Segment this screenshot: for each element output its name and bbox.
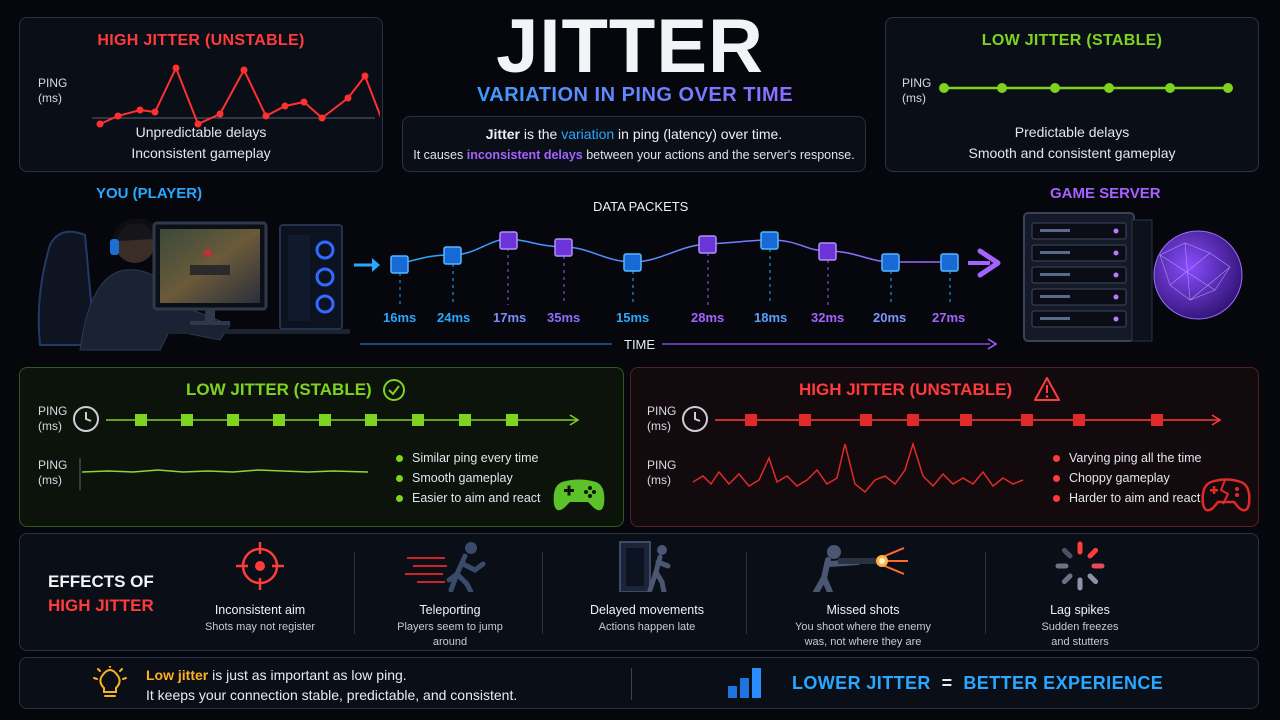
effect-subtitle: Actions happen late	[598, 621, 696, 633]
definition-box: Jitter is the variation in ping (latency…	[402, 116, 866, 172]
effects-panel: EFFECTS OF HIGH JITTER Inconsistent aim …	[19, 533, 1259, 651]
list-item: Similar ping every time	[396, 448, 541, 468]
low-jitter-summary-card: LOW JITTER (STABLE) PING (ms) Predictabl…	[885, 17, 1259, 172]
list-item: Smooth gameplay	[396, 468, 541, 488]
page-subtitle: VARIATION IN PING OVER TIME	[400, 84, 870, 107]
footer-panel: Low jitter is just as important as low p…	[19, 657, 1259, 709]
game-server-illustration	[1023, 212, 1243, 342]
list-item: Easier to aim and react	[396, 488, 541, 508]
ping-value: 16ms	[383, 310, 417, 325]
effect-title: Teleporting	[419, 603, 481, 617]
ping-value: 18ms	[754, 310, 788, 325]
ping-value: 32ms	[811, 310, 845, 325]
axis-label: PING (ms)	[38, 458, 68, 487]
ping-value: 27ms	[932, 310, 966, 325]
crosshair-icon	[236, 542, 284, 590]
effect-item-missed-shots: Missed shots You shoot where the enemy wa…	[778, 540, 948, 650]
definition-line-1: Jitter is the variation in ping (latency…	[485, 126, 783, 142]
clock-icon	[682, 406, 708, 432]
axis-label: PING (ms)	[38, 76, 68, 105]
effect-item-lag-spikes: Lag spikes Sudden freezes and stutters	[1010, 540, 1150, 650]
low-jitter-panel: LOW JITTER (STABLE) PING (ms) PING (ms) Si…	[19, 367, 624, 527]
stable-ping-graph	[79, 458, 369, 490]
panel-title: LOW JITTER (STABLE)	[186, 380, 372, 399]
card-description: Predictable delays Smooth and consistent…	[968, 124, 1176, 161]
gamepad-icon	[553, 479, 605, 511]
signal-bars-icon	[728, 668, 761, 698]
high-jitter-panel: HIGH JITTER (UNSTABLE) PING (ms) PING (ms)…	[630, 367, 1259, 527]
effect-title: Missed shots	[826, 603, 900, 617]
low-jitter-mini-graph	[939, 83, 1233, 93]
clock-icon	[73, 406, 99, 432]
high-jitter-bullets: Varying ping all the time Choppy gamepla…	[1053, 448, 1201, 508]
packet-stream-diagram	[354, 231, 1001, 350]
low-jitter-bullets: Similar ping every time Smooth gameplay …	[396, 448, 541, 508]
soldier-shooting-icon	[813, 545, 908, 595]
check-circle-icon	[383, 379, 405, 401]
card-description: Unpredictable delays Inconsistent gamepl…	[131, 124, 271, 161]
ping-value: 15ms	[616, 310, 650, 325]
ping-value: 28ms	[691, 310, 725, 325]
unstable-packet-timeline	[715, 414, 1222, 426]
axis-label: PING (ms)	[902, 76, 932, 105]
effect-subtitle: Shots may not register	[204, 621, 316, 633]
exit-arrow-icon	[968, 248, 1001, 278]
player-label: YOU (PLAYER)	[96, 185, 203, 202]
footer-tip: Low jitter is just as important as low p…	[146, 667, 518, 703]
effect-subtitle: You shoot where the enemy was, not where …	[795, 621, 931, 648]
card-title: HIGH JITTER (UNSTABLE)	[97, 32, 305, 49]
effect-item-delayed-movements: Delayed movements Actions happen late	[572, 540, 722, 635]
page-title: JITTER	[496, 4, 764, 89]
axis-label: PING (ms)	[647, 458, 677, 487]
broken-gamepad-icon	[1201, 478, 1251, 512]
axis-label: PING (ms)	[38, 404, 68, 433]
effect-title: Inconsistent aim	[214, 603, 306, 617]
running-player-icon	[405, 542, 486, 595]
list-item: Harder to aim and react	[1053, 488, 1201, 508]
card-title: LOW JITTER (STABLE)	[981, 32, 1163, 49]
effect-title: Lag spikes	[1050, 603, 1110, 617]
lightbulb-icon	[93, 666, 127, 697]
effects-heading: EFFECTS OF HIGH JITTER	[48, 572, 154, 615]
door-player-icon	[619, 541, 671, 595]
list-item: Choppy gameplay	[1053, 468, 1201, 488]
data-packets-title: DATA PACKETS	[593, 199, 689, 214]
footer-slogan: LOWER JITTER = BETTER EXPERIENCE	[792, 673, 1164, 693]
list-item: Varying ping all the time	[1053, 448, 1201, 468]
warning-icon	[1034, 377, 1060, 401]
ping-value: 17ms	[493, 310, 527, 325]
axis-label: PING (ms)	[647, 404, 677, 433]
ping-value: 24ms	[437, 310, 471, 325]
gamer-player-illustration	[37, 218, 350, 351]
panel-title: HIGH JITTER (UNSTABLE)	[799, 380, 1013, 399]
effect-subtitle: Players seem to jump around	[397, 621, 503, 648]
effect-item-teleporting: Teleporting Players seem to jump around	[380, 540, 520, 650]
stable-packet-timeline	[106, 414, 580, 426]
time-axis-label: TIME	[624, 337, 656, 352]
effect-subtitle: Sudden freezes and stutters	[1041, 621, 1119, 648]
ping-values-row: 16ms 24ms 17ms 35ms 15ms 28ms 18ms 32ms …	[350, 310, 1020, 328]
ping-value: 35ms	[547, 310, 581, 325]
effect-title: Delayed movements	[590, 603, 704, 617]
unstable-ping-graph	[692, 441, 1024, 494]
definition-line-2: It causes inconsistent delays between yo…	[413, 148, 855, 162]
effect-item-inconsistent-aim: Inconsistent aim Shots may not register	[190, 540, 330, 635]
high-jitter-summary-card: HIGH JITTER (UNSTABLE) PING (ms) Unpredi…	[19, 17, 383, 172]
entry-arrow-icon	[354, 258, 380, 272]
ping-value: 20ms	[873, 310, 907, 325]
high-jitter-mini-graph	[92, 64, 380, 128]
loading-spinner-icon	[1055, 541, 1105, 591]
server-label: GAME SERVER	[1050, 185, 1161, 202]
